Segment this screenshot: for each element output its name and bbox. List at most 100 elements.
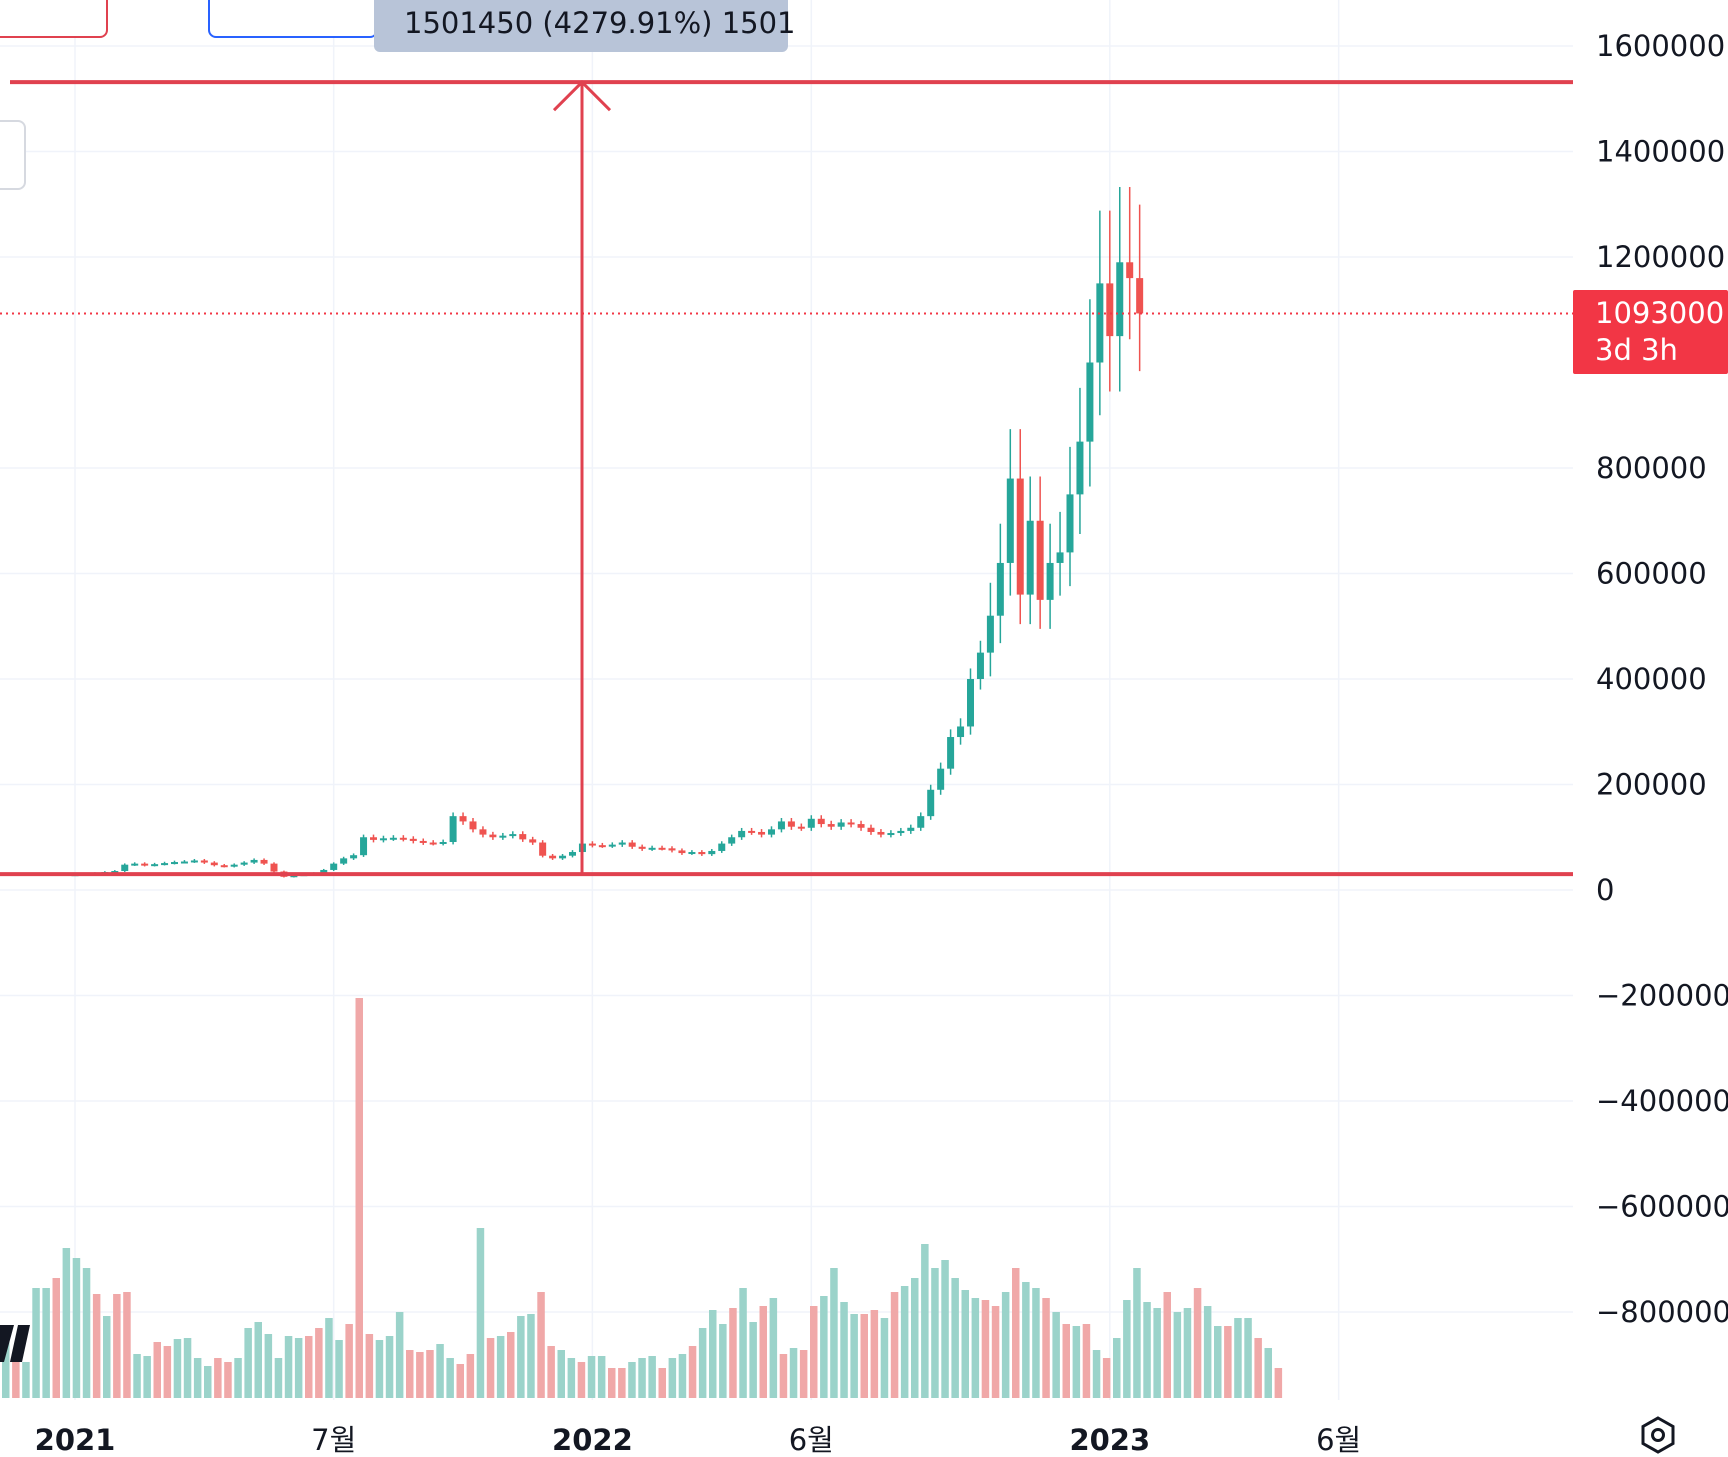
candle [787, 817, 795, 830]
candle-body [897, 830, 905, 834]
candle [797, 823, 805, 831]
candle [1036, 476, 1044, 629]
volume-bar [466, 1354, 475, 1398]
volume-bars [2, 998, 1283, 1398]
volume-bar [597, 1356, 606, 1398]
chart-grid [0, 0, 1573, 1400]
candle [688, 850, 696, 855]
candle-body [409, 838, 417, 841]
settings-hexagon-icon[interactable] [1638, 1415, 1678, 1455]
candle-body [171, 862, 178, 865]
candle-countdown: 3d 3h [1595, 333, 1678, 367]
toolbar-button-blue[interactable] [208, 0, 378, 38]
candle-body [907, 827, 915, 831]
candle-body [628, 842, 636, 847]
candle [996, 523, 1004, 644]
candle [777, 817, 785, 833]
candle-body [1026, 520, 1034, 595]
y-tick-label: −800000 [1596, 1295, 1728, 1329]
volume-bar [1042, 1298, 1050, 1398]
volume-bar [436, 1344, 444, 1398]
candle-body [489, 834, 497, 838]
volume-bar [1012, 1268, 1020, 1398]
candle [907, 824, 915, 834]
volume-bar [507, 1332, 515, 1398]
candle [210, 861, 218, 867]
volume-bar [416, 1352, 424, 1398]
candle-body [698, 852, 706, 855]
candle-body [320, 869, 328, 874]
volume-bar [921, 1244, 929, 1398]
candle [598, 842, 606, 848]
volume-bar [608, 1368, 616, 1398]
volume-bar [577, 1362, 586, 1398]
candle [230, 863, 238, 868]
candle-body [131, 863, 139, 866]
candle-body [748, 830, 756, 833]
candle [161, 861, 169, 866]
candle-body [986, 615, 994, 653]
y-axis[interactable]: 1600000 1400000 1200000 800000 600000 400000 2… [1596, 29, 1728, 1329]
volume-bar [951, 1278, 959, 1398]
candle-body [777, 821, 785, 830]
candle [768, 826, 775, 838]
volume-bar [759, 1306, 767, 1398]
candle-body [688, 852, 696, 855]
volume-bar [1022, 1282, 1030, 1398]
candle [499, 832, 507, 840]
x-tick-label: 2022 [552, 1423, 633, 1457]
candle-body [439, 841, 447, 844]
candle-body [419, 840, 427, 843]
x-tick-label: 6월 [789, 1423, 834, 1457]
candle [121, 863, 129, 872]
volume-bar [204, 1366, 212, 1398]
candle-body [1106, 283, 1114, 337]
x-axis[interactable]: 2021 7월 2022 6월 2023 6월 [35, 1423, 1362, 1457]
candle [648, 845, 656, 851]
price-range-measure[interactable] [0, 80, 1573, 877]
volume-bar [719, 1324, 727, 1398]
candle [678, 848, 686, 855]
volume-bar [1052, 1312, 1060, 1398]
candle [240, 861, 248, 866]
candle-body [151, 864, 159, 867]
volume-bar [900, 1286, 909, 1398]
volume-bar [638, 1358, 646, 1398]
candle [260, 858, 268, 865]
side-panel-button[interactable] [0, 120, 26, 190]
candle-body [121, 864, 129, 872]
y-tick-label: 400000 [1596, 662, 1707, 696]
candle-body [220, 865, 228, 868]
candle [1106, 210, 1114, 392]
candle-body [459, 816, 467, 822]
candle [827, 820, 835, 830]
candle-body [827, 824, 835, 827]
candle-body [937, 768, 945, 790]
candle-body [350, 855, 358, 859]
candle [379, 835, 387, 843]
candle-body [1136, 278, 1144, 314]
candle-body [250, 859, 258, 863]
candle [887, 830, 895, 838]
volume-bar [224, 1362, 232, 1398]
candle [569, 850, 576, 858]
candle-body [817, 818, 825, 825]
toolbar-button-red[interactable] [0, 0, 108, 38]
volume-bar [981, 1300, 990, 1398]
candle [957, 718, 965, 745]
volume-bar [274, 1358, 283, 1398]
volume-bar [1264, 1348, 1272, 1398]
volume-bar [426, 1350, 434, 1398]
candle-body [927, 789, 935, 817]
volume-bar [163, 1346, 172, 1398]
candle [1006, 429, 1014, 596]
volume-bar [971, 1298, 980, 1398]
volume-bar [345, 1324, 353, 1398]
volume-bar [769, 1298, 778, 1398]
candle-body [399, 837, 407, 840]
candle-body [887, 833, 895, 836]
candle-body [728, 837, 736, 844]
candle-body [330, 863, 338, 870]
candle-body [549, 855, 557, 859]
